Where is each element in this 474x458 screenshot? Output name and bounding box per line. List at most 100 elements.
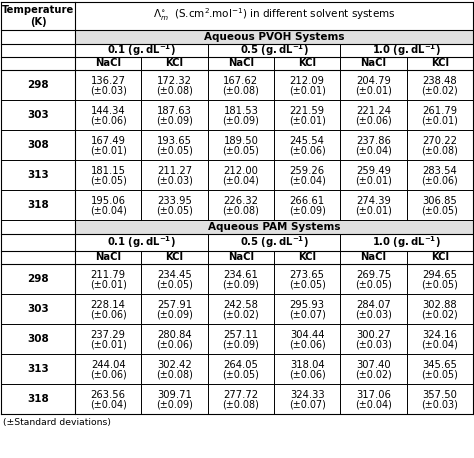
Text: (±0.06): (±0.06) — [90, 370, 127, 379]
Text: 244.04: 244.04 — [91, 360, 126, 370]
Text: 228.14: 228.14 — [91, 300, 126, 310]
Text: (±0.05): (±0.05) — [156, 205, 193, 215]
Text: (±0.09): (±0.09) — [222, 279, 259, 289]
Text: 211.79: 211.79 — [91, 269, 126, 279]
Text: 221.24: 221.24 — [356, 105, 391, 115]
Text: (±0.07): (±0.07) — [289, 399, 326, 409]
Text: 273.65: 273.65 — [290, 269, 325, 279]
Text: 324.33: 324.33 — [290, 389, 325, 399]
Text: 309.71: 309.71 — [157, 389, 192, 399]
Text: (±0.04): (±0.04) — [222, 175, 259, 185]
Text: 187.63: 187.63 — [157, 105, 192, 115]
Text: $\mathbf{0.1}$ $\mathbf{(g.dL^{-1})}$: $\mathbf{0.1}$ $\mathbf{(g.dL^{-1})}$ — [107, 43, 176, 59]
Text: (±0.06): (±0.06) — [90, 115, 127, 125]
Text: 242.58: 242.58 — [223, 300, 258, 310]
Text: 274.39: 274.39 — [356, 196, 391, 206]
Text: 308: 308 — [27, 334, 49, 344]
Text: (±0.06): (±0.06) — [156, 339, 193, 349]
Text: KCl: KCl — [298, 252, 316, 262]
Text: 308: 308 — [27, 140, 49, 150]
Text: (±0.04): (±0.04) — [90, 205, 127, 215]
Text: (±0.06): (±0.06) — [289, 145, 326, 155]
Text: (±0.02): (±0.02) — [355, 370, 392, 379]
Text: 304.44: 304.44 — [290, 329, 324, 339]
Text: (±0.04): (±0.04) — [421, 339, 458, 349]
Text: $\mathbf{0.1}$ $\mathbf{(g.dL^{-1})}$: $\mathbf{0.1}$ $\mathbf{(g.dL^{-1})}$ — [107, 234, 176, 251]
Text: 307.40: 307.40 — [356, 360, 391, 370]
Text: (±0.09): (±0.09) — [222, 115, 259, 125]
Text: 136.27: 136.27 — [91, 76, 126, 86]
Text: 261.79: 261.79 — [422, 105, 457, 115]
Text: (±0.04): (±0.04) — [90, 399, 127, 409]
Text: 284.07: 284.07 — [356, 300, 391, 310]
Text: (±0.08): (±0.08) — [222, 205, 259, 215]
Text: 295.93: 295.93 — [290, 300, 325, 310]
Text: 318: 318 — [27, 394, 49, 404]
Text: 318: 318 — [27, 200, 49, 210]
Text: 303: 303 — [27, 110, 49, 120]
Text: (±0.09): (±0.09) — [156, 310, 193, 319]
Text: 234.45: 234.45 — [157, 269, 192, 279]
Text: (±0.01): (±0.01) — [355, 85, 392, 95]
Text: 269.75: 269.75 — [356, 269, 391, 279]
Text: 259.26: 259.26 — [290, 165, 325, 175]
Text: (±0.05): (±0.05) — [355, 279, 392, 289]
Text: (±0.07): (±0.07) — [289, 310, 326, 319]
Text: 226.32: 226.32 — [223, 196, 258, 206]
Bar — [76, 220, 473, 234]
Text: (±0.04): (±0.04) — [355, 145, 392, 155]
Text: (±0.06): (±0.06) — [289, 370, 326, 379]
Text: 172.32: 172.32 — [157, 76, 192, 86]
Text: 181.53: 181.53 — [223, 105, 258, 115]
Text: (±0.02): (±0.02) — [421, 85, 458, 95]
Text: (±0.09): (±0.09) — [156, 399, 193, 409]
Text: (±0.08): (±0.08) — [222, 399, 259, 409]
Text: NaCl: NaCl — [95, 252, 121, 262]
Text: 212.00: 212.00 — [223, 165, 258, 175]
Text: (±0.01): (±0.01) — [289, 115, 326, 125]
Text: 193.65: 193.65 — [157, 136, 192, 146]
Text: 313: 313 — [27, 364, 49, 374]
Text: (±0.01): (±0.01) — [289, 85, 326, 95]
Text: 221.59: 221.59 — [290, 105, 325, 115]
Text: (±0.01): (±0.01) — [355, 175, 392, 185]
Text: (±0.02): (±0.02) — [421, 310, 458, 319]
Text: KCl: KCl — [431, 59, 449, 69]
Text: (±0.03): (±0.03) — [421, 399, 458, 409]
Text: 357.50: 357.50 — [422, 389, 457, 399]
Text: (±0.05): (±0.05) — [156, 279, 193, 289]
Text: (±0.08): (±0.08) — [222, 85, 259, 95]
Text: 318.04: 318.04 — [290, 360, 325, 370]
Text: (±0.06): (±0.06) — [355, 115, 392, 125]
Text: (±0.03): (±0.03) — [355, 339, 392, 349]
Bar — [76, 30, 473, 44]
Text: 283.54: 283.54 — [422, 165, 457, 175]
Text: (±0.03): (±0.03) — [90, 85, 127, 95]
Text: 302.88: 302.88 — [422, 300, 457, 310]
Text: (±0.06): (±0.06) — [90, 310, 127, 319]
Text: $\mathbf{0.5}$ $\mathbf{(g.dL^{-1})}$: $\mathbf{0.5}$ $\mathbf{(g.dL^{-1})}$ — [240, 234, 308, 251]
Text: NaCl: NaCl — [361, 252, 386, 262]
Text: Aqueous PVOH Systems: Aqueous PVOH Systems — [204, 32, 344, 42]
Text: (±0.05): (±0.05) — [421, 370, 458, 379]
Text: $\mathbf{0.5}$ $\mathbf{(g.dL^{-1})}$: $\mathbf{0.5}$ $\mathbf{(g.dL^{-1})}$ — [240, 43, 308, 59]
Text: 167.62: 167.62 — [223, 76, 258, 86]
Text: (±0.05): (±0.05) — [289, 279, 326, 289]
Text: KCl: KCl — [431, 252, 449, 262]
Text: 303: 303 — [27, 304, 49, 314]
Text: (±0.08): (±0.08) — [156, 85, 193, 95]
Text: 167.49: 167.49 — [91, 136, 126, 146]
Text: (±0.05): (±0.05) — [421, 279, 458, 289]
Text: 317.06: 317.06 — [356, 389, 391, 399]
Text: 264.05: 264.05 — [223, 360, 258, 370]
Text: (±0.03): (±0.03) — [156, 175, 193, 185]
Text: 300.27: 300.27 — [356, 329, 391, 339]
Text: (±0.05): (±0.05) — [156, 145, 193, 155]
Text: NaCl: NaCl — [228, 59, 254, 69]
Text: 211.27: 211.27 — [157, 165, 192, 175]
Text: (±0.05): (±0.05) — [222, 145, 259, 155]
Text: 302.42: 302.42 — [157, 360, 192, 370]
Text: (±0.04): (±0.04) — [289, 175, 326, 185]
Text: 212.09: 212.09 — [290, 76, 325, 86]
Text: (±0.01): (±0.01) — [90, 279, 127, 289]
